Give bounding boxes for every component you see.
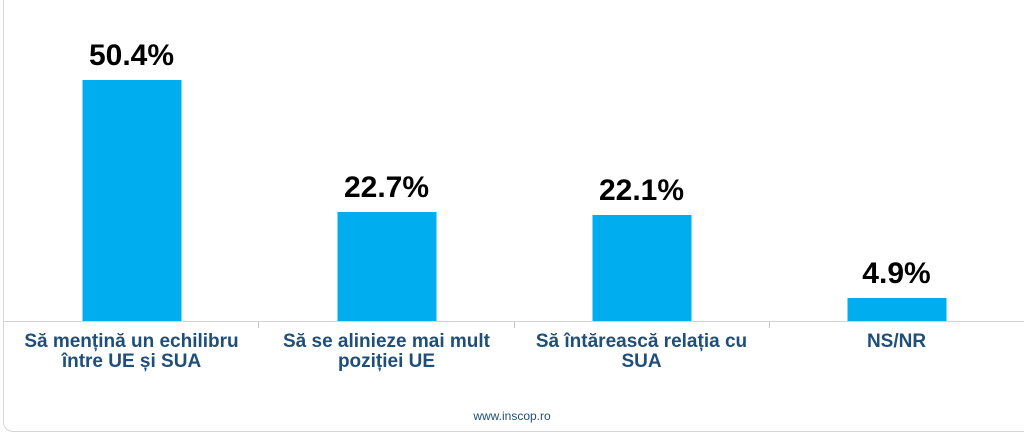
bar-group: 50.4%	[4, 0, 259, 321]
axis-tick	[514, 322, 515, 328]
footer: www.inscop.ro	[0, 409, 1024, 423]
website-text: www.inscop.ro	[473, 409, 551, 423]
plot-area: 50.4% 22.7% 22.1% 4.9%	[4, 0, 1024, 321]
bar-group: 4.9%	[769, 0, 1024, 321]
bar	[337, 212, 436, 321]
bar	[592, 215, 691, 321]
bar-group: 22.1%	[514, 0, 769, 321]
category-label: Să se alinieze mai mult poziției UE	[283, 331, 490, 372]
axis-tick	[769, 322, 770, 328]
value-label: 22.7%	[343, 171, 430, 205]
category-label: Să întărească relația cu SUA	[535, 331, 748, 372]
bar	[82, 80, 181, 321]
value-label: 50.4%	[88, 39, 175, 73]
value-label: 4.9%	[862, 257, 931, 291]
category-labels-row: Să mențină un echilibru între UE și SUA S…	[4, 322, 1024, 372]
axis-tick	[258, 322, 259, 328]
value-label: 22.1%	[598, 174, 685, 208]
bar	[847, 298, 946, 321]
x-axis-line	[3, 321, 1024, 322]
category-label: Să mențină un echilibru între UE și SUA	[24, 331, 239, 372]
category-label: NS/NR	[866, 331, 927, 352]
bar-group: 22.7%	[259, 0, 514, 321]
